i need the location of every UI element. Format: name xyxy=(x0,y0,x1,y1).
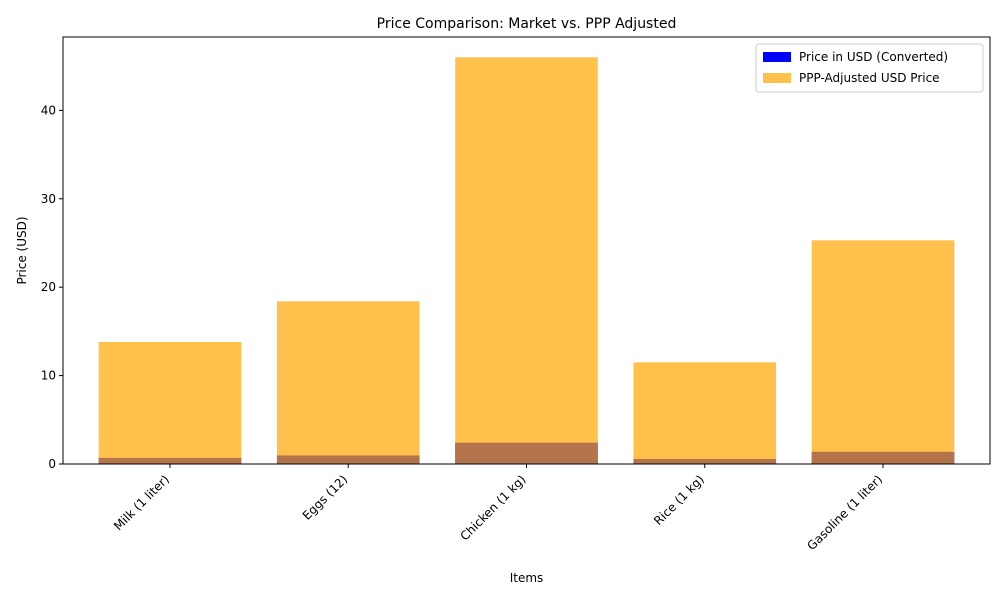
legend-box xyxy=(755,43,984,93)
x-axis-label: Items xyxy=(510,571,544,585)
bar-ppp-1 xyxy=(276,301,420,464)
bars-group xyxy=(98,57,955,464)
y-tick-label-2: 20 xyxy=(41,280,56,294)
bar-ppp-0 xyxy=(98,342,242,464)
y-tick-label-1: 10 xyxy=(41,369,56,383)
y-tick-label-4: 40 xyxy=(41,103,56,117)
y-tick-label-3: 30 xyxy=(41,192,56,206)
bar-ppp-3 xyxy=(633,362,777,464)
legend-swatch-0 xyxy=(763,52,791,62)
legend-label-1: PPP-Adjusted USD Price xyxy=(799,71,940,85)
bar-ppp-2 xyxy=(455,57,598,464)
legend-label-0: Price in USD (Converted) xyxy=(799,50,948,64)
legend: Price in USD (Converted) PPP-Adjusted USD… xyxy=(755,43,984,93)
bar-ppp-4 xyxy=(811,240,955,464)
chart-title: Price Comparison: Market vs. PPP Adjuste… xyxy=(377,16,677,32)
y-axis-label: Price (USD) xyxy=(15,216,29,284)
legend-swatch-1 xyxy=(763,73,791,83)
y-tick-label-0: 0 xyxy=(48,457,56,471)
